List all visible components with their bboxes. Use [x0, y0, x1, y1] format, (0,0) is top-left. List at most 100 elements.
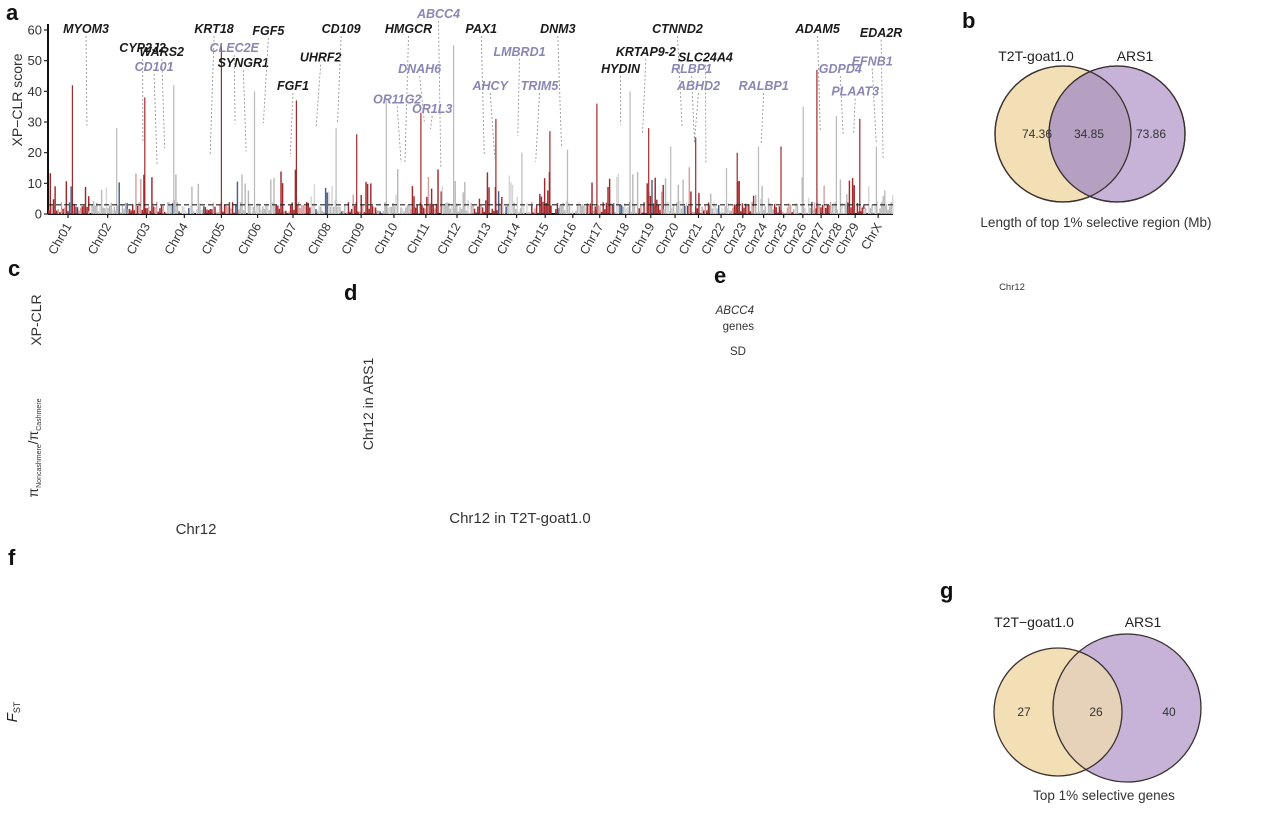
bar	[656, 199, 658, 214]
gene-leader-line	[642, 58, 647, 135]
gene-label-HYDIN: HYDIN	[601, 62, 641, 76]
bar	[597, 204, 600, 214]
bar	[446, 202, 448, 214]
bar	[124, 202, 127, 214]
bar	[260, 209, 262, 214]
bar	[278, 208, 281, 214]
bar	[313, 184, 316, 214]
chromosome-Chr25	[773, 146, 795, 214]
peak-bar	[757, 146, 760, 214]
bar	[657, 205, 660, 214]
bar	[249, 206, 251, 214]
bar	[324, 187, 327, 214]
bar	[100, 189, 103, 214]
bar	[334, 199, 336, 214]
panel-label-f: f	[8, 545, 16, 570]
bar	[744, 203, 747, 214]
bar	[539, 193, 541, 214]
bar	[879, 208, 881, 214]
bar	[718, 205, 720, 214]
gene-leader-line	[480, 35, 485, 156]
chromosome-Chr04	[165, 85, 204, 214]
bar	[660, 191, 663, 214]
bar	[672, 204, 675, 214]
peak-bar	[875, 146, 877, 214]
chromosome-Chr12	[441, 45, 474, 214]
bar	[440, 191, 442, 214]
bar	[434, 208, 436, 214]
bar	[643, 202, 645, 214]
bar	[326, 192, 328, 214]
bar	[707, 202, 710, 214]
bar	[382, 210, 385, 214]
bar	[719, 212, 722, 214]
bar	[565, 200, 568, 214]
bar	[746, 204, 748, 214]
bar	[299, 208, 301, 214]
bar	[699, 213, 702, 214]
gene-leader-line	[853, 98, 856, 134]
bar	[847, 202, 849, 214]
bar	[591, 182, 593, 214]
bar	[769, 203, 771, 214]
bar	[143, 174, 145, 214]
bar	[627, 207, 629, 214]
venn-b-right-title: ARS1	[1117, 48, 1154, 64]
gene-label-KRT18: KRT18	[194, 22, 233, 36]
bar	[884, 190, 886, 214]
bar	[244, 183, 246, 214]
bar	[217, 212, 219, 214]
bar	[682, 179, 684, 214]
bar	[753, 206, 755, 214]
bar	[331, 185, 333, 214]
bar	[277, 205, 279, 214]
bar	[366, 183, 369, 214]
bar	[51, 204, 53, 214]
peak-bar	[173, 85, 175, 214]
panel-label-a: a	[6, 0, 19, 25]
bar	[836, 209, 838, 214]
bar	[99, 205, 101, 214]
bar	[266, 203, 269, 214]
bar	[612, 203, 615, 214]
x-tick-label-ChrX: ChrX	[858, 220, 885, 252]
bar	[54, 186, 56, 214]
bar	[397, 169, 399, 214]
bar	[871, 204, 873, 214]
bar	[486, 172, 489, 214]
bar	[743, 207, 745, 214]
gene-track-label-1: ABCC4	[715, 305, 754, 317]
bar	[801, 177, 803, 214]
bar	[132, 204, 134, 214]
bar	[516, 196, 519, 214]
peak-bar	[596, 103, 598, 214]
bar	[632, 174, 634, 214]
bar	[328, 191, 330, 214]
gene-leader-line	[404, 35, 409, 165]
bar	[281, 183, 284, 214]
gene-label-CYP2J2: CYP2J2	[119, 41, 166, 55]
bar	[86, 207, 88, 214]
panel-e: e Chr12 ABCC4 genes SD	[714, 263, 1025, 358]
bar	[761, 186, 763, 214]
bar	[523, 203, 525, 214]
bar	[483, 211, 485, 214]
bar	[823, 185, 825, 214]
bar	[175, 174, 177, 214]
bar	[141, 210, 144, 214]
bar	[605, 202, 608, 214]
bar	[110, 202, 112, 214]
gene-leader-line	[438, 20, 442, 168]
peak-bar	[295, 100, 297, 214]
bar	[676, 202, 678, 214]
bar	[346, 212, 348, 214]
bar	[622, 206, 624, 214]
x-tick-label-Chr17: Chr17	[577, 220, 606, 257]
bar	[813, 202, 816, 214]
bar	[78, 210, 80, 214]
bar	[616, 176, 618, 214]
bar	[443, 204, 445, 214]
bar	[638, 208, 640, 214]
gene-label-ABCC4: ABCC4	[416, 7, 460, 21]
